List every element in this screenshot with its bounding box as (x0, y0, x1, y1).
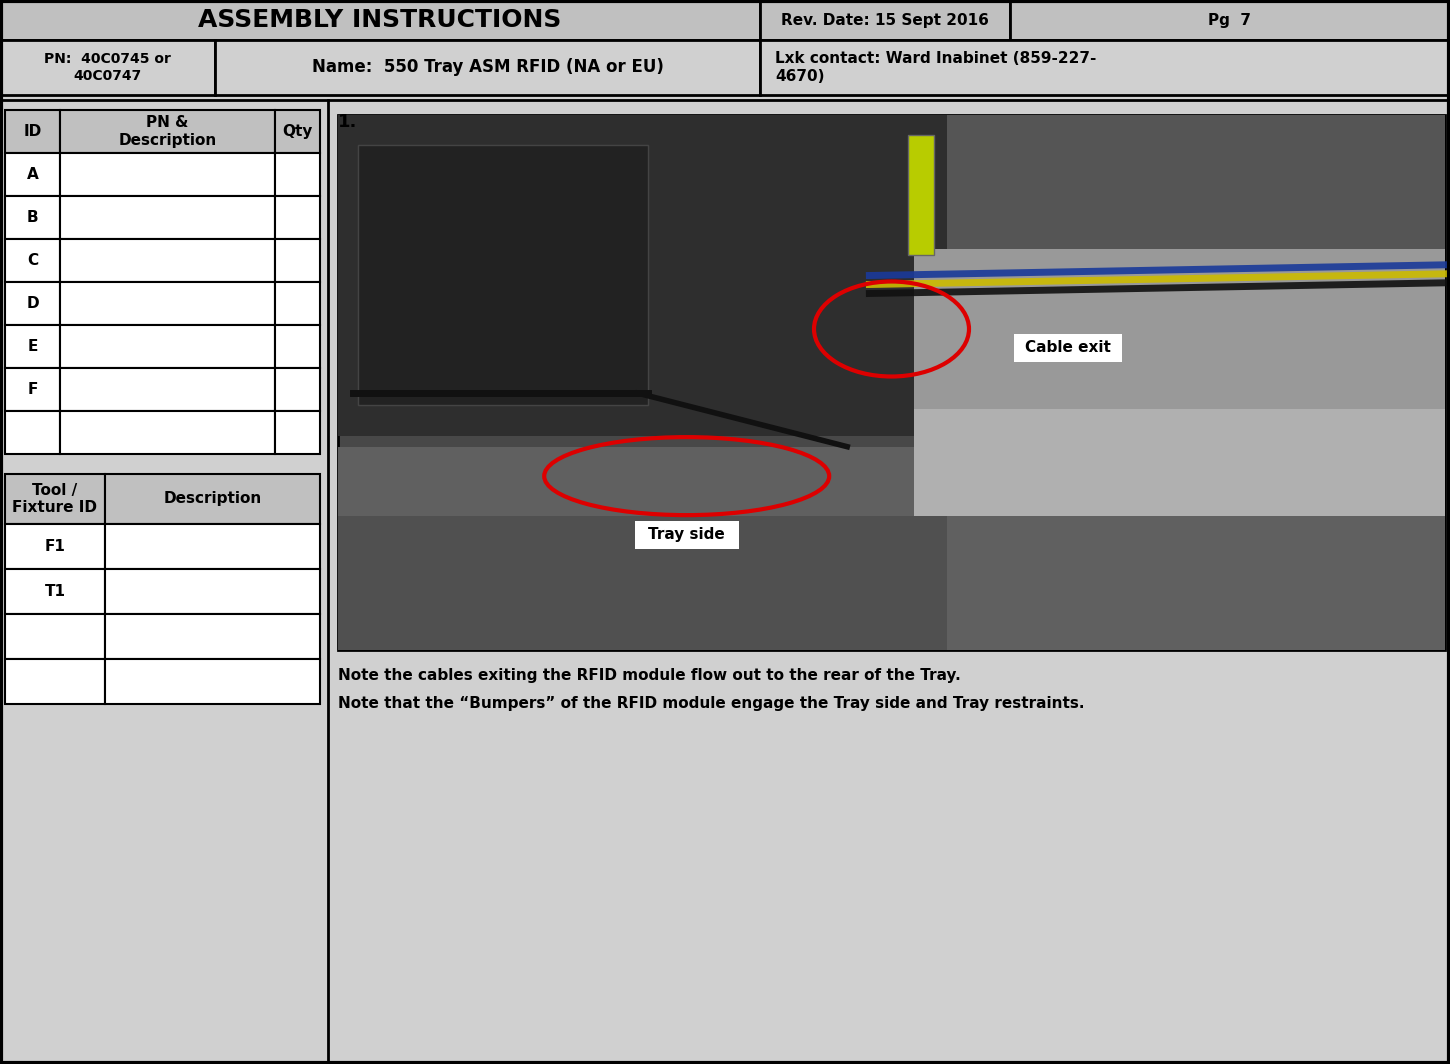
Bar (276, 196, 320, 239)
Bar (4, 239, 59, 282)
Bar (4, 523, 104, 569)
Text: ID: ID (23, 124, 42, 139)
Bar (59, 239, 276, 282)
Text: Description: Description (164, 492, 261, 506)
Text: T1: T1 (45, 584, 65, 599)
Bar (908, 135, 934, 255)
Text: ASSEMBLY INSTRUCTIONS: ASSEMBLY INSTRUCTIONS (199, 9, 561, 32)
Bar (276, 239, 320, 282)
Bar (4, 614, 104, 659)
Bar (59, 153, 276, 196)
Bar (59, 196, 276, 239)
Bar (104, 614, 320, 659)
Bar (4, 110, 59, 153)
Bar (760, 0, 1011, 40)
Bar (276, 368, 320, 411)
Text: F: F (28, 382, 38, 397)
Text: C: C (28, 253, 38, 268)
Bar (947, 115, 1446, 276)
Text: Name:  550 Tray ASM RFID (NA or EU): Name: 550 Tray ASM RFID (NA or EU) (312, 59, 664, 77)
Bar (4, 569, 104, 614)
Text: Note that the “Bumpers” of the RFID module engage the Tray side and Tray restrai: Note that the “Bumpers” of the RFID modu… (338, 696, 1085, 711)
Text: Tool /
Fixture ID: Tool / Fixture ID (13, 483, 97, 515)
Bar (276, 110, 320, 153)
Text: Pg  7: Pg 7 (1208, 13, 1251, 28)
Bar (358, 145, 648, 405)
Text: F1: F1 (45, 539, 65, 554)
Bar (104, 473, 320, 523)
Bar (4, 282, 59, 325)
Bar (4, 659, 104, 704)
Text: Lxk contact: Ward Inabinet (859-227-
4670): Lxk contact: Ward Inabinet (859-227- 467… (774, 51, 1096, 84)
Bar (59, 325, 276, 368)
Bar (760, 40, 1450, 95)
Text: PN &
Description: PN & Description (119, 115, 216, 148)
Bar (4, 196, 59, 239)
Bar (0, 0, 760, 40)
Bar (4, 368, 59, 411)
Text: Note the cables exiting the RFID module flow out to the rear of the Tray.: Note the cables exiting the RFID module … (338, 668, 961, 683)
Text: Cable exit: Cable exit (1025, 340, 1111, 355)
Bar (338, 115, 947, 436)
Bar (338, 447, 1446, 650)
Bar (4, 325, 59, 368)
Text: Tray side: Tray side (648, 528, 725, 543)
Text: E: E (28, 339, 38, 354)
Text: 1.: 1. (338, 113, 357, 131)
Bar (1011, 0, 1450, 40)
Text: A: A (26, 167, 38, 182)
Bar (4, 153, 59, 196)
Bar (104, 569, 320, 614)
Text: Qty: Qty (283, 124, 313, 139)
Bar (0, 40, 215, 95)
Bar (338, 115, 1446, 650)
Bar (635, 521, 738, 549)
Text: B: B (26, 210, 38, 225)
Bar (215, 40, 760, 95)
Bar (338, 516, 947, 650)
Bar (276, 411, 320, 454)
Bar (1014, 334, 1122, 362)
Bar (104, 523, 320, 569)
Bar (914, 249, 1446, 489)
Bar (276, 282, 320, 325)
Bar (358, 145, 648, 405)
Bar (4, 411, 59, 454)
Bar (59, 368, 276, 411)
Bar (276, 153, 320, 196)
Bar (59, 110, 276, 153)
Bar (276, 325, 320, 368)
Bar (4, 473, 104, 523)
Bar (59, 282, 276, 325)
Bar (104, 659, 320, 704)
Text: PN:  40C0745 or
40C0747: PN: 40C0745 or 40C0747 (44, 52, 171, 83)
Bar (914, 410, 1446, 516)
Text: Rev. Date: 15 Sept 2016: Rev. Date: 15 Sept 2016 (782, 13, 989, 28)
Text: D: D (26, 296, 39, 311)
Bar (59, 411, 276, 454)
